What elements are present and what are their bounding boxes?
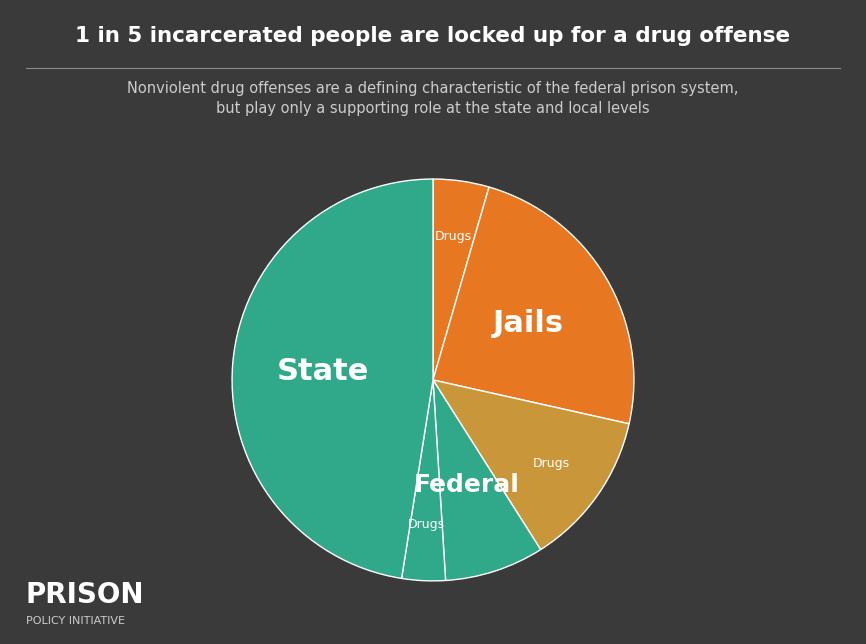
Wedge shape: [433, 380, 629, 549]
Text: Drugs: Drugs: [533, 457, 570, 469]
Wedge shape: [402, 380, 446, 581]
Text: Jails: Jails: [493, 309, 564, 338]
Text: Federal: Federal: [414, 473, 520, 497]
Text: 1 in 5 incarcerated people are locked up for a drug offense: 1 in 5 incarcerated people are locked up…: [75, 26, 791, 46]
Text: PRISON: PRISON: [26, 581, 145, 609]
Wedge shape: [232, 179, 433, 578]
Text: POLICY INITIATIVE: POLICY INITIATIVE: [26, 616, 125, 626]
Text: Nonviolent drug offenses are a defining characteristic of the federal prison sys: Nonviolent drug offenses are a defining …: [127, 80, 739, 117]
Wedge shape: [433, 380, 540, 580]
Text: Drugs: Drugs: [408, 518, 445, 531]
Text: State: State: [276, 357, 369, 386]
Text: Drugs: Drugs: [435, 231, 472, 243]
Wedge shape: [433, 179, 489, 380]
Wedge shape: [433, 187, 634, 424]
